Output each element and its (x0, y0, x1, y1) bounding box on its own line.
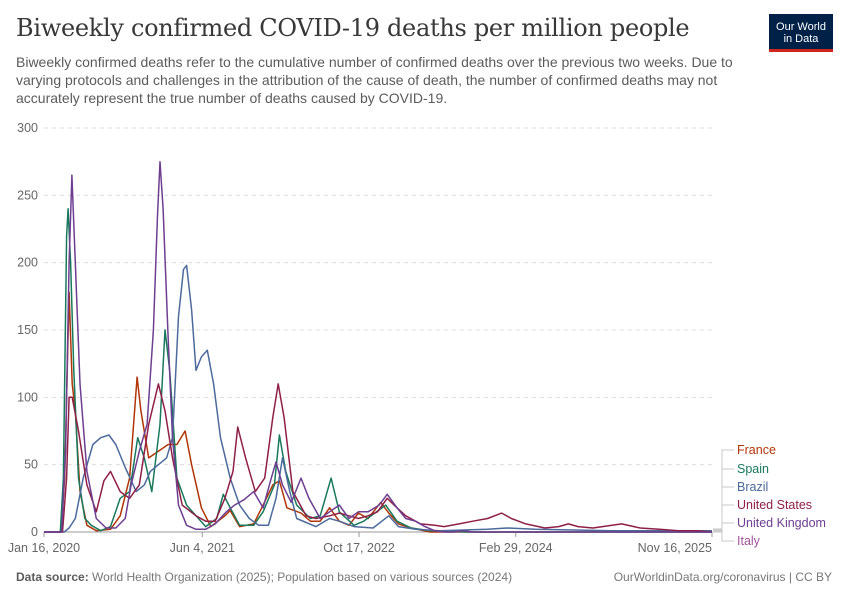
legend-label-italy[interactable]: Italy (737, 534, 761, 548)
y-tick-label: 50 (24, 458, 38, 472)
logo-line-2: in Data (783, 33, 819, 45)
owid-logo[interactable]: Our World in Data (769, 14, 833, 52)
chart-title: Biweekly confirmed COVID-19 deaths per m… (16, 14, 690, 42)
series-line-brazil[interactable] (44, 264, 712, 533)
x-axis: Jan 16, 2020 Jun 4, 2021 Oct 17, 2022 Feb 2… (8, 532, 713, 555)
y-tick-label: 100 (17, 390, 38, 404)
legend-connector (713, 522, 734, 531)
x-tick-label: Jan 16, 2020 (8, 541, 80, 555)
series-line-united-kingdom[interactable] (44, 160, 712, 533)
legend-connector (713, 468, 734, 532)
legend-label-france[interactable]: France (737, 443, 776, 457)
series-line-spain[interactable] (44, 208, 712, 533)
legend-connector (713, 504, 734, 531)
series-line-france[interactable] (44, 291, 712, 533)
legend-label-spain[interactable]: Spain (737, 462, 769, 476)
legend-connector (713, 449, 734, 533)
x-tick-label: Feb 29, 2024 (479, 541, 553, 555)
credit-link[interactable]: OurWorldinData.org/coronavirus | CC BY (613, 570, 832, 584)
logo-line-1: Our World (776, 21, 826, 33)
data-source-text: World Health Organization (2025); Popula… (92, 570, 513, 584)
legend: France Spain Brazil United States United Kin… (713, 443, 826, 548)
legend-label-united-kingdom[interactable]: United Kingdom (737, 516, 826, 530)
x-tick-label: Oct 17, 2022 (323, 541, 395, 555)
chart-subtitle: Biweekly confirmed deaths refer to the c… (16, 54, 733, 106)
y-tick-label: 250 (17, 188, 38, 202)
grid-and-y-axis: 0 50 100 150 200 250 300 (17, 121, 712, 539)
data-source-label: Data source: (16, 570, 89, 584)
y-tick-label: 300 (17, 121, 38, 135)
legend-label-brazil[interactable]: Brazil (737, 480, 768, 494)
legend-label-united-states[interactable]: United States (737, 498, 812, 512)
series-lines (44, 160, 713, 533)
legend-connector (713, 528, 734, 542)
y-tick-label: 150 (17, 323, 38, 337)
series-line-united-states[interactable] (44, 383, 713, 533)
x-tick-label: Nov 16, 2025 (638, 541, 712, 555)
x-tick-label: Jun 4, 2021 (170, 541, 235, 555)
y-tick-label: 0 (31, 525, 38, 539)
y-tick-label: 200 (17, 256, 38, 270)
data-source: Data source: World Health Organization (… (16, 570, 512, 584)
